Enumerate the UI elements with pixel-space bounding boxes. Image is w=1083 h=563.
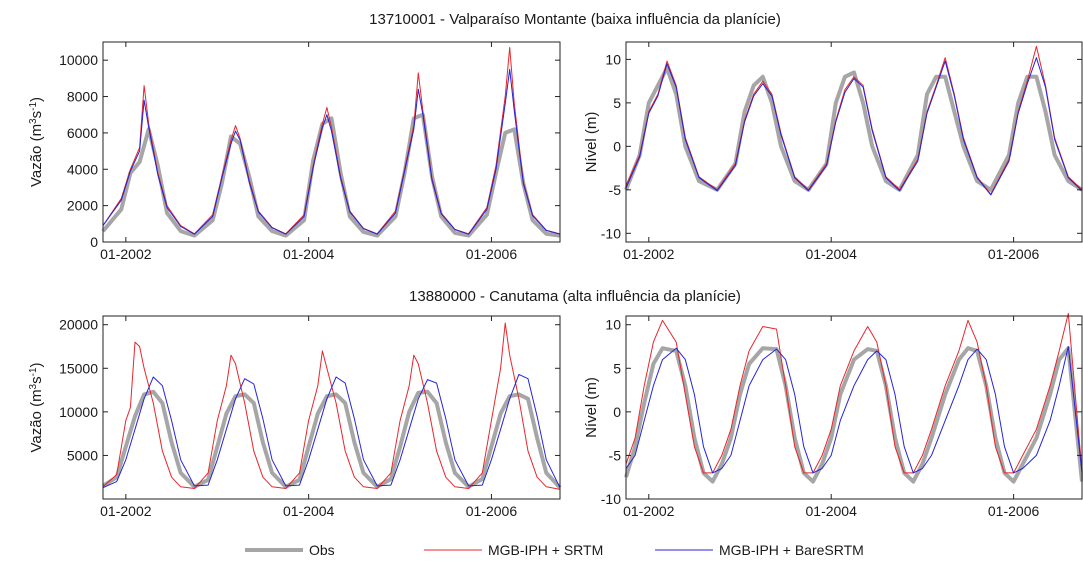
y-axis-label: Vazão (m3s-1) [28,97,46,187]
series-line-obs [101,112,561,238]
y-axis-label-part: 3 [28,383,39,389]
y-tick-label: 5 [613,95,621,111]
series-line-mgb-iph-srtm [102,47,561,235]
y-axis-label: Vazão (m3s-1) [28,362,46,452]
axes-frame [625,315,1083,500]
y-tick-label: -5 [609,182,622,198]
y-tick-label: -10 [601,491,621,507]
axes-frame [102,315,561,500]
y-tick-label: 4000 [67,161,98,177]
panel-bottom-left-discharge: 01-2002 01-2004 01-2006 5000 10000 15000 20000… [28,315,562,519]
legend: Obs MGB-IPH + SRTM MGB-IPH + BareSRTM [245,542,864,558]
top-row-title: 13710001 - Valparaíso Montante (baixa in… [369,11,781,28]
x-tick-label: 01-2006 [466,503,518,519]
y-axis-label-part: Vazão (m [28,389,45,452]
x-tick-label: 01-2004 [806,503,858,519]
x-tick-label: 01-2006 [988,246,1040,262]
y-tick-label: 15000 [59,360,98,376]
x-tick-label: 01-2002 [623,503,675,519]
x-tick-label: 01-2004 [283,246,335,262]
y-tick-label: 0 [90,234,98,250]
y-tick-label: 0 [613,138,621,154]
x-tick-label: 01-2004 [806,246,858,262]
y-axis-label-part: -1 [28,367,39,376]
y-tick-label: 10 [605,51,621,67]
panel-top-left-discharge: 01-2002 01-2004 01-2006 0 2000 4000 6000 8000 10… [28,41,561,262]
y-axis-label: Nível (m) [583,377,600,438]
y-axis-label-part: 3 [28,118,39,124]
y-tick-label: 10000 [59,52,98,68]
series-line-mgb-iph-baresrtm [102,68,561,235]
y-tick-label: -10 [601,225,621,241]
legend-label: MGB-IPH + BareSRTM [719,542,864,558]
x-tick-label: 01-2002 [100,246,152,262]
series-line-mgb-iph-srtm [102,322,561,490]
y-tick-label: 5 [613,360,621,376]
bottom-row-title: 13880000 - Canutama (alta influência da … [409,288,741,305]
y-tick-label: 10000 [59,404,98,420]
y-axis-label-part: s [28,376,45,384]
series-line-mgb-iph-baresrtm [625,57,1083,196]
y-axis-label-part: ) [28,362,45,367]
x-tick-label: 01-2006 [988,503,1040,519]
panel-top-right-level: 01-2002 01-2004 01-2006 -10 -5 0 5 10 Nível (m) [583,41,1083,262]
series-line-mgb-iph-srtm [625,312,1083,474]
series-line-obs [624,66,1083,192]
y-tick-label: -5 [609,447,622,463]
y-tick-label: 0 [613,404,621,420]
y-tick-label: 10 [605,317,621,333]
series-line-mgb-iph-baresrtm [625,346,1083,474]
y-axis-label-part: -1 [28,102,39,111]
axes-frame [102,41,561,243]
y-axis-label-part: s [28,111,45,119]
x-tick-label: 01-2002 [100,503,152,519]
y-axis-label-part: ) [28,97,45,102]
x-tick-label: 01-2002 [623,246,675,262]
legend-label: Obs [309,542,335,558]
y-tick-label: 8000 [67,89,98,105]
y-tick-label: 2000 [67,198,98,214]
panel-bottom-right-level: 01-2002 01-2004 01-2006 -10 -5 0 5 10 Nível (m) [583,312,1083,519]
x-tick-label: 01-2006 [466,246,518,262]
y-axis-label-part: Vazão (m [28,124,45,187]
y-axis-label: Nível (m) [583,112,600,173]
series-line-mgb-iph-baresrtm [102,373,561,489]
legend-label: MGB-IPH + SRTM [488,542,603,558]
axes-frame [625,41,1083,243]
y-tick-label: 5000 [67,447,98,463]
x-tick-label: 01-2004 [283,503,335,519]
y-tick-label: 20000 [59,317,98,333]
y-tick-label: 6000 [67,125,98,141]
series-line-obs [101,389,562,490]
series-line-obs [624,346,1083,484]
